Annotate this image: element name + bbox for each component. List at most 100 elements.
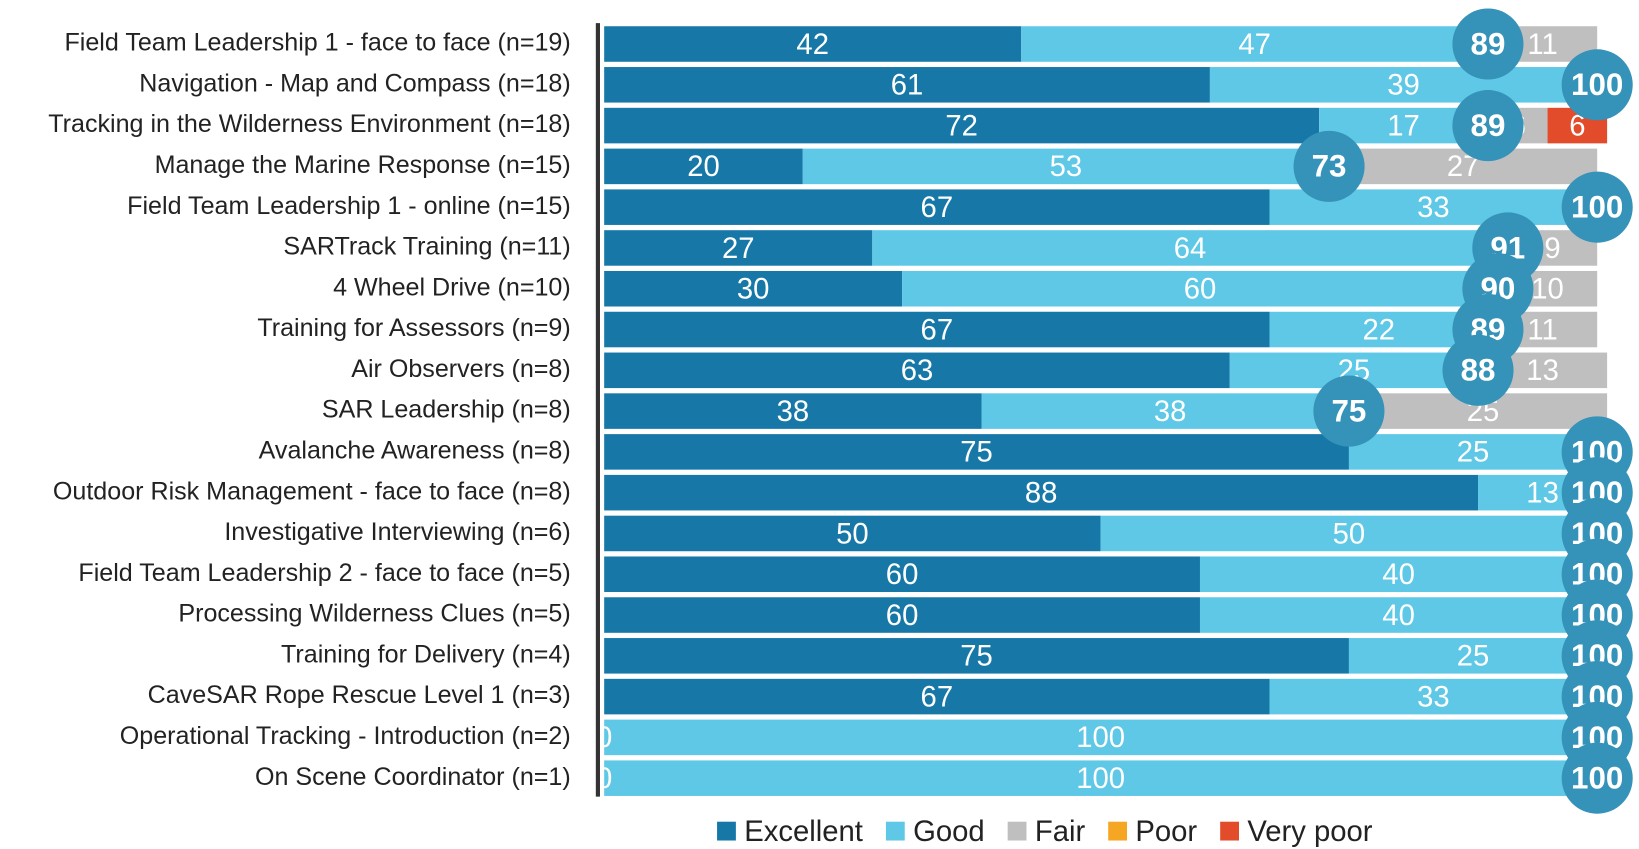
category-label: Tracking in the Wilderness Environment (… <box>48 110 570 138</box>
bar-segment <box>1199 556 1598 593</box>
total-circle <box>1561 171 1633 243</box>
bar-segment <box>604 67 1210 103</box>
totals: 8910089731009190898875100100100100100100… <box>1293 8 1633 814</box>
value-label: 60 <box>886 559 919 591</box>
total-circle <box>1293 130 1365 202</box>
bar-segment <box>604 597 1200 633</box>
bar-segment <box>604 474 1479 511</box>
value-label: 67 <box>921 314 954 346</box>
bar-segment <box>1199 597 1598 633</box>
bar-segment <box>604 515 1101 552</box>
legend-swatch <box>1108 821 1128 841</box>
bar-segment <box>1329 148 1598 185</box>
legend-swatch <box>1007 821 1027 841</box>
category-label: Field Team Leadership 2 - face to face (… <box>78 559 570 587</box>
category-label: Investigative Interviewing (n=6) <box>224 518 570 546</box>
value-label: 10 <box>1531 274 1564 306</box>
value-label: 38 <box>1154 396 1187 428</box>
category-label: SARTrack Training (n=11) <box>283 233 570 261</box>
value-label: 100 <box>1076 722 1125 754</box>
bar-segment <box>604 556 1200 593</box>
value-label: 50 <box>1333 518 1366 550</box>
category-label: Outdoor Risk Management - face to face (… <box>53 477 571 505</box>
category-label: Processing Wilderness Clues (n=5) <box>178 600 570 628</box>
category-label: Manage the Marine Response (n=15) <box>155 151 571 179</box>
category-label: Avalanche Awareness (n=8) <box>259 437 571 465</box>
value-label: 75 <box>960 641 993 673</box>
total-label: 100 <box>1571 67 1623 102</box>
value-label: 61 <box>891 70 924 102</box>
total-label: 100 <box>1571 190 1623 225</box>
value-label: 13 <box>1526 355 1559 387</box>
legend-label: Very poor <box>1247 816 1372 848</box>
bar-segment <box>604 760 1598 796</box>
bar-segment <box>604 270 903 307</box>
bar-segment <box>604 352 1230 389</box>
category-label: Training for Assessors (n=9) <box>257 314 570 342</box>
category-label: Navigation - Map and Compass (n=18) <box>139 69 570 97</box>
value-label: 100 <box>1076 763 1125 795</box>
value-label: 0 <box>596 763 612 795</box>
legend-swatch <box>885 821 905 841</box>
legend: Excellent Good Fair Poor Very poor <box>717 816 1373 848</box>
category-label: Air Observers (n=8) <box>351 355 571 383</box>
value-label: 72 <box>945 110 978 142</box>
value-label: 25 <box>1457 437 1490 469</box>
total-label: 88 <box>1461 353 1496 388</box>
value-label: 47 <box>1238 29 1271 61</box>
bar-segment <box>604 148 803 185</box>
value-label: 60 <box>886 600 919 632</box>
bars <box>604 26 1608 796</box>
bar-segment <box>981 393 1359 429</box>
category-label: Operational Tracking - Introduction (n=2… <box>120 722 571 750</box>
bar-segment <box>802 148 1330 185</box>
value-label: 30 <box>737 274 770 306</box>
category-label: Field Team Leadership 1 - face to face (… <box>64 29 570 57</box>
bar-segment <box>1348 638 1598 674</box>
value-label: 11 <box>1527 29 1557 61</box>
value-label: 17 <box>1387 110 1420 142</box>
bar-segment <box>604 230 873 266</box>
total-label: 89 <box>1471 26 1506 61</box>
legend-swatch <box>717 821 736 841</box>
value-label: 50 <box>836 518 869 550</box>
bar-segment <box>604 719 1598 756</box>
value-label: 9 <box>1544 233 1560 265</box>
category-label: CaveSAR Rope Rescue Level 1 (n=3) <box>148 681 571 709</box>
value-label: 11 <box>1527 314 1557 346</box>
value-label: 39 <box>1387 70 1420 102</box>
total-circle <box>1442 334 1514 406</box>
category-label: SAR Leadership (n=8) <box>322 396 571 424</box>
bar-segment <box>604 678 1270 715</box>
category-label: Field Team Leadership 1 - online (n=15) <box>127 192 571 220</box>
value-label: 42 <box>796 29 829 61</box>
value-label: 33 <box>1417 681 1450 713</box>
value-label: 38 <box>777 396 810 428</box>
value-label: 40 <box>1382 559 1415 591</box>
bar-segment <box>604 638 1349 674</box>
total-label: 73 <box>1312 149 1347 184</box>
legend-label: Good <box>913 816 985 848</box>
bar-segment <box>604 434 1349 470</box>
value-label: 67 <box>921 192 954 224</box>
value-label: 75 <box>960 437 993 469</box>
bar-segment <box>1348 434 1598 470</box>
value-label: 25 <box>1457 641 1490 673</box>
value-label: 33 <box>1417 192 1450 224</box>
total-circle <box>1313 375 1385 447</box>
legend-swatch <box>1220 821 1239 841</box>
legend-label: Fair <box>1035 816 1086 848</box>
value-label: 6 <box>1569 110 1585 142</box>
total-circle <box>1452 8 1524 80</box>
bar-segment <box>604 311 1270 348</box>
category-label: Training for Delivery (n=4) <box>281 640 571 668</box>
bar-segment <box>902 270 1498 307</box>
bar-segment <box>604 393 982 429</box>
bar-segment <box>604 26 1022 62</box>
total-circle <box>1561 49 1633 121</box>
legend-label: Excellent <box>744 816 863 848</box>
category-label: On Scene Coordinator (n=1) <box>255 763 571 791</box>
value-label: 67 <box>921 681 954 713</box>
